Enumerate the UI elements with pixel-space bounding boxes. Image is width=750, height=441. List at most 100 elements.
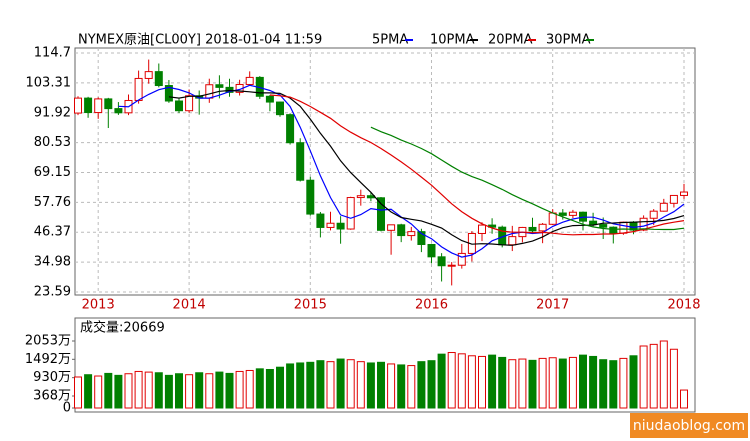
candle-body — [558, 212, 567, 216]
candle-body — [74, 97, 82, 114]
candle-body — [94, 98, 103, 114]
volume-bar — [417, 361, 426, 409]
volume-bar — [548, 357, 557, 409]
volume-bar — [185, 374, 194, 409]
volume-bar — [175, 373, 183, 409]
volume-bar — [356, 361, 365, 409]
volume-bar — [447, 352, 456, 409]
y-tick-label: 0 — [63, 401, 71, 416]
candle-body — [397, 224, 406, 237]
volume-bar — [407, 365, 416, 409]
volume-bar — [669, 348, 678, 409]
volume-bar — [427, 360, 436, 409]
volume-bar — [164, 374, 173, 409]
candle-body — [639, 217, 648, 231]
volume-bar — [144, 371, 153, 409]
volume-bar — [74, 376, 82, 409]
volume-bar — [478, 355, 486, 409]
candle-body — [215, 84, 224, 88]
candle-body — [508, 236, 517, 246]
volume-bar — [114, 374, 123, 409]
candle-body — [104, 98, 113, 110]
watermark: niudaoblog.com — [633, 418, 745, 434]
volume-bar — [629, 355, 638, 409]
candle-body — [599, 224, 608, 228]
legend-label: 30PMA — [546, 33, 591, 48]
volume-bar — [619, 357, 628, 409]
volume-bar — [346, 359, 355, 409]
volume-bar — [680, 389, 688, 409]
candle-body — [84, 97, 93, 114]
ma-line — [269, 94, 685, 236]
volume-bar — [366, 362, 375, 409]
candle-body — [175, 100, 183, 112]
candle-body — [548, 212, 557, 225]
candle-body — [619, 221, 628, 234]
candle-body — [114, 108, 123, 114]
volume-bar — [104, 372, 113, 409]
candle-body — [478, 224, 486, 234]
candle-body — [377, 197, 385, 231]
volume-bar — [467, 355, 476, 409]
volume-bar — [488, 354, 497, 409]
x-tick-label: 2013 — [82, 298, 115, 313]
volume-bar — [397, 364, 406, 409]
volume-bar — [154, 372, 163, 409]
candle-body — [366, 195, 375, 199]
y-tick-label: 368万 — [33, 388, 71, 403]
candle-body — [276, 101, 284, 116]
volume-title: 成交量:20669 — [80, 320, 165, 336]
candle-body — [225, 86, 234, 93]
y-tick-label: 114.7 — [34, 46, 71, 61]
volume-bar — [508, 359, 517, 409]
ma-line — [168, 89, 685, 246]
volume-bar — [387, 363, 396, 409]
candle-body — [245, 76, 254, 85]
volume-bar — [659, 340, 668, 409]
candle-body — [346, 197, 355, 230]
candle-body — [609, 226, 618, 234]
volume-bar — [518, 358, 527, 409]
volume-bar — [457, 353, 466, 409]
y-tick-label: 80.53 — [34, 135, 71, 150]
candle-body — [265, 95, 274, 103]
volume-bar — [286, 363, 295, 409]
volume-bar — [599, 359, 608, 409]
y-tick-label: 103.31 — [26, 75, 72, 90]
x-tick-label: 2016 — [415, 298, 448, 313]
x-tick-label: 2014 — [173, 298, 206, 313]
volume-bar — [306, 361, 315, 409]
x-tick-label: 2018 — [667, 298, 700, 313]
volume-bar — [225, 372, 234, 409]
volume-bar — [235, 370, 244, 409]
volume-bar — [215, 371, 224, 409]
candle-body — [437, 256, 446, 267]
candle-body — [185, 95, 194, 112]
candle-body — [538, 223, 547, 232]
legend-label: 20PMA — [488, 33, 533, 48]
volume-bar — [498, 356, 507, 409]
volume-bar — [316, 360, 325, 409]
volume-bar — [437, 353, 446, 409]
y-tick-label: 69.15 — [34, 165, 71, 180]
candle-body — [417, 231, 426, 245]
y-tick-label: 1492万 — [25, 352, 71, 367]
candle-body — [336, 222, 345, 230]
candle-body — [387, 224, 396, 231]
price-panel — [74, 47, 696, 296]
y-tick-label: 930万 — [33, 370, 71, 385]
volume-bar — [94, 375, 103, 409]
volume-bar — [296, 362, 305, 409]
ma-line — [370, 126, 685, 231]
candle-body — [447, 264, 456, 267]
volume-bar — [326, 361, 335, 409]
volume-bar — [377, 361, 385, 409]
volume-bar — [336, 358, 345, 409]
volume-bar — [609, 360, 618, 409]
candle-body — [680, 191, 688, 196]
volume-bar — [649, 343, 658, 409]
candle-body — [568, 211, 577, 216]
y-tick-label: 2053万 — [25, 334, 71, 349]
y-tick-label: 91.92 — [34, 105, 71, 120]
volume-panel — [74, 317, 696, 413]
